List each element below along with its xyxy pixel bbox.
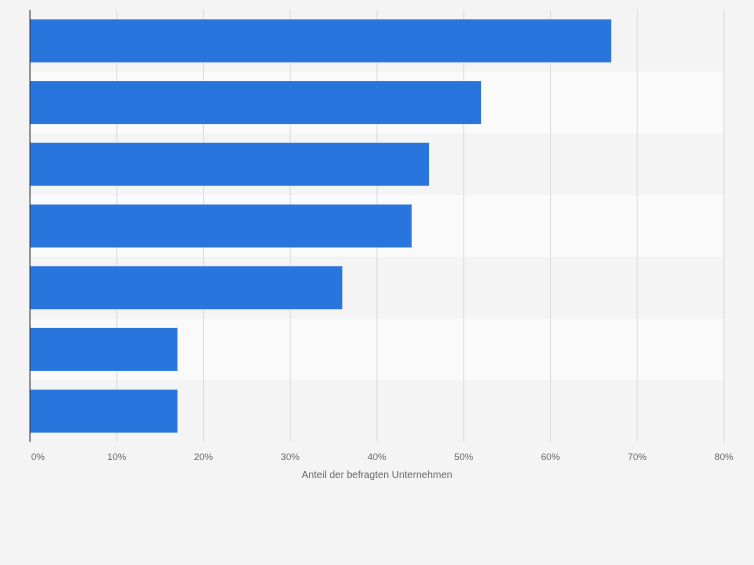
x-tick-label: 50% (454, 452, 474, 463)
x-tick-labels: 0% 10% 20% 30% 40% 50% 60% 70% 80% (31, 452, 734, 463)
bar (30, 19, 612, 63)
x-tick-label: 10% (107, 452, 127, 463)
bar (30, 142, 430, 186)
bar (30, 204, 412, 248)
bar (30, 81, 482, 125)
x-tick-label: 80% (714, 452, 734, 463)
bar (30, 327, 178, 371)
bar (30, 266, 343, 310)
x-axis-label: Anteil der befragten Unternehmen (302, 470, 453, 481)
bars (30, 19, 612, 433)
x-tick-label: 60% (541, 452, 561, 463)
x-tick-label: 30% (281, 452, 301, 463)
x-tick-label: 40% (367, 452, 387, 463)
bar (30, 389, 178, 433)
x-tick-label: 70% (628, 452, 648, 463)
x-tick-label: 0% (31, 452, 45, 463)
x-tick-label: 20% (194, 452, 214, 463)
